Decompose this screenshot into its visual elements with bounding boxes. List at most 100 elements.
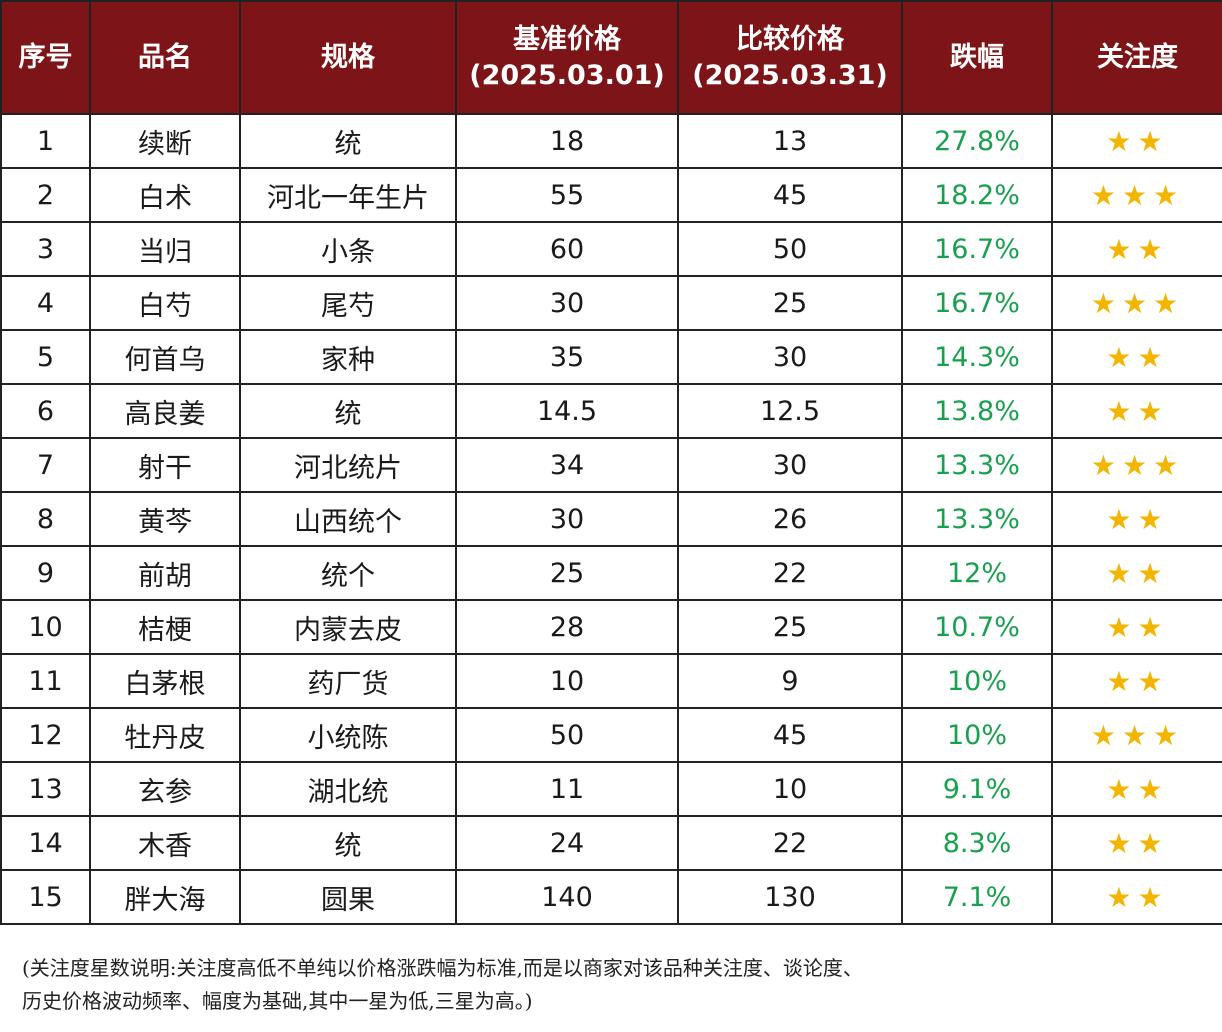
cell-index: 6 [0, 383, 91, 439]
table-row: 15 胖大海 圆果 140 130 7.1% ★★ [0, 869, 1222, 925]
cell-drop: 16.7% [901, 221, 1053, 277]
table-row: 8 黄芩 山西统个 30 26 13.3% ★★ [0, 491, 1222, 547]
cell-index: 3 [0, 221, 91, 277]
cell-drop: 9.1% [901, 761, 1053, 817]
header-base-price: 基准价格 (2025.03.01) [455, 0, 679, 115]
cell-attention-stars: ★★ [1051, 869, 1222, 925]
cell-compare-price: 9 [677, 653, 903, 709]
table-row: 5 何首乌 家种 35 30 14.3% ★★ [0, 329, 1222, 385]
cell-spec: 尾芍 [239, 275, 457, 331]
footnote-line-2: 历史价格波动频率、幅度为基础,其中一星为低,三星为高。) [22, 989, 533, 1013]
cell-drop: 16.7% [901, 275, 1053, 331]
cell-base-price: 24 [455, 815, 679, 871]
table-row: 4 白芍 尾芍 30 25 16.7% ★★★ [0, 275, 1222, 331]
cell-spec: 统 [239, 383, 457, 439]
cell-spec: 药厂货 [239, 653, 457, 709]
cell-spec: 统 [239, 815, 457, 871]
cell-attention-stars: ★★★ [1051, 707, 1222, 763]
cell-spec: 河北统片 [239, 437, 457, 493]
cell-base-price: 50 [455, 707, 679, 763]
cell-drop: 27.8% [901, 113, 1053, 169]
cell-index: 9 [0, 545, 91, 601]
cell-base-price: 14.5 [455, 383, 679, 439]
cell-spec: 圆果 [239, 869, 457, 925]
cell-attention-stars: ★★ [1051, 221, 1222, 277]
cell-compare-price: 25 [677, 599, 903, 655]
cell-attention-stars: ★★ [1051, 383, 1222, 439]
cell-spec: 河北一年生片 [239, 167, 457, 223]
table-row: 14 木香统 24 22 8.3% ★★ [0, 815, 1222, 871]
cell-name: 玄参 [89, 761, 241, 817]
cell-base-price: 28 [455, 599, 679, 655]
footnote-line-1: (关注度星数说明:关注度高低不单纯以价格涨跌幅为标准,而是以商家对该品种关注度、… [22, 956, 863, 980]
cell-compare-price: 26 [677, 491, 903, 547]
cell-base-price: 30 [455, 491, 679, 547]
cell-compare-price: 25 [677, 275, 903, 331]
header-base-price-date: (2025.03.01) [469, 59, 665, 91]
price-drop-table: 序号 品名 规格 基准价格 (2025.03.01) 比较价格 (2025.03… [0, 0, 1222, 925]
cell-index: 15 [0, 869, 91, 925]
cell-base-price: 35 [455, 329, 679, 385]
cell-compare-price: 13 [677, 113, 903, 169]
cell-attention-stars: ★★ [1051, 545, 1222, 601]
cell-base-price: 60 [455, 221, 679, 277]
cell-name: 白芍 [89, 275, 241, 331]
cell-spec: 小统陈 [239, 707, 457, 763]
table-row: 6 高良姜统 14.5 12.5 13.8% ★★ [0, 383, 1222, 439]
table-row: 1 续断统 18 13 27.8% ★★ [0, 113, 1222, 169]
cell-index: 12 [0, 707, 91, 763]
cell-spec: 统 [239, 113, 457, 169]
cell-base-price: 34 [455, 437, 679, 493]
cell-index: 14 [0, 815, 91, 871]
table-row: 10 桔梗 内蒙去皮 28 25 10.7% ★★ [0, 599, 1222, 655]
cell-spec: 湖北统 [239, 761, 457, 817]
cell-drop: 18.2% [901, 167, 1053, 223]
cell-compare-price: 22 [677, 545, 903, 601]
cell-compare-price: 45 [677, 707, 903, 763]
cell-name: 射干 [89, 437, 241, 493]
cell-attention-stars: ★★ [1051, 491, 1222, 547]
header-compare-price-label: 比较价格 [736, 23, 844, 55]
cell-base-price: 25 [455, 545, 679, 601]
table-row: 9 前胡 统个 25 22 12% ★★ [0, 545, 1222, 601]
cell-compare-price: 30 [677, 437, 903, 493]
table-body: 1 续断统 18 13 27.8% ★★ 2 白术 河北一年生片 55 45 18.2% ★★★ 3 当归小… [0, 113, 1222, 925]
cell-name: 白术 [89, 167, 241, 223]
header-compare-price: 比较价格 (2025.03.31) [677, 0, 903, 115]
cell-index: 10 [0, 599, 91, 655]
cell-name: 桔梗 [89, 599, 241, 655]
header-base-price-label: 基准价格 [513, 23, 621, 55]
cell-base-price: 140 [455, 869, 679, 925]
cell-name: 前胡 [89, 545, 241, 601]
table-row: 13 玄参 湖北统 11 10 9.1% ★★ [0, 761, 1222, 817]
table-row: 11 白茅根 药厂货 10 9 10% ★★ [0, 653, 1222, 709]
cell-drop: 13.3% [901, 491, 1053, 547]
cell-drop: 14.3% [901, 329, 1053, 385]
cell-compare-price: 50 [677, 221, 903, 277]
cell-name: 当归 [89, 221, 241, 277]
table-row: 3 当归 小条 60 50 16.7% ★★ [0, 221, 1222, 277]
cell-compare-price: 22 [677, 815, 903, 871]
cell-attention-stars: ★★★ [1051, 167, 1222, 223]
header-spec: 规格 [239, 0, 457, 115]
header-attention: 关注度 [1051, 0, 1222, 115]
cell-attention-stars: ★★ [1051, 815, 1222, 871]
header-index: 序号 [0, 0, 91, 115]
cell-drop: 10% [901, 653, 1053, 709]
cell-base-price: 11 [455, 761, 679, 817]
cell-spec: 家种 [239, 329, 457, 385]
header-drop: 跌幅 [901, 0, 1053, 115]
cell-base-price: 30 [455, 275, 679, 331]
header-compare-price-date: (2025.03.31) [692, 59, 888, 91]
cell-spec: 山西统个 [239, 491, 457, 547]
cell-compare-price: 10 [677, 761, 903, 817]
cell-name: 牡丹皮 [89, 707, 241, 763]
cell-spec: 小条 [239, 221, 457, 277]
cell-attention-stars: ★★ [1051, 113, 1222, 169]
cell-index: 7 [0, 437, 91, 493]
cell-base-price: 55 [455, 167, 679, 223]
cell-spec: 内蒙去皮 [239, 599, 457, 655]
table-row: 12 牡丹皮 小统陈 50 45 10% ★★★ [0, 707, 1222, 763]
cell-name: 黄芩 [89, 491, 241, 547]
cell-drop: 12% [901, 545, 1053, 601]
